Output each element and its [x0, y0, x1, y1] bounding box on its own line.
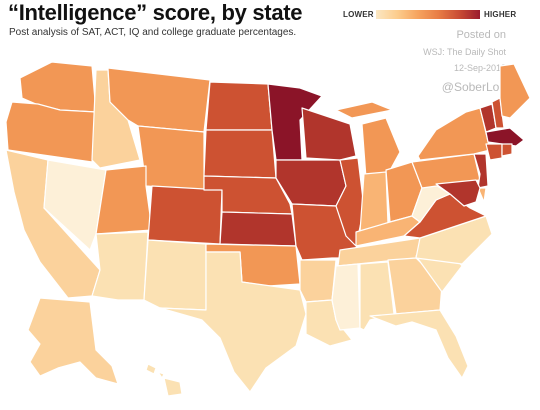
state-ak [27, 297, 119, 385]
state-de [477, 187, 487, 203]
legend-gradient-bar [376, 10, 480, 19]
state-ut [95, 165, 153, 235]
state-wy [137, 125, 205, 191]
legend-high-label: HIGHER [484, 10, 517, 19]
state-nm [143, 239, 207, 311]
state-il [335, 157, 365, 247]
state-nj [473, 153, 489, 189]
state-sd [203, 129, 277, 179]
state-ri [501, 143, 513, 157]
state-nv [43, 159, 107, 251]
state-md [435, 179, 481, 207]
state-ct [485, 143, 503, 161]
state-in [359, 171, 389, 233]
state-hi [145, 363, 183, 397]
state-mn [267, 83, 323, 161]
state-fl [369, 309, 469, 379]
state-wi [301, 107, 357, 161]
state-co [147, 185, 223, 245]
state-tx [159, 251, 307, 393]
map-subtitle: Post analysis of SAT, ACT, IQ and colleg… [9, 27, 297, 38]
watermark-source: WSJ: The Daily Shot [423, 47, 506, 57]
state-ks [219, 211, 297, 247]
state-az [91, 231, 149, 301]
state-ar [299, 259, 337, 303]
watermark-posted-on: Posted on [456, 29, 506, 41]
state-ms [331, 263, 361, 331]
watermark-handle: @SoberLook [441, 80, 512, 94]
legend-low-label: LOWER [343, 10, 374, 19]
state-mi [335, 101, 401, 179]
state-ma [485, 127, 525, 147]
state-nd [205, 81, 273, 131]
map-title: “Intelligence” score, by state [8, 0, 303, 25]
watermark-date: 12-Sep-2018 [453, 63, 506, 73]
state-ny [417, 107, 491, 161]
state-me [499, 63, 531, 119]
color-legend: LOWER HIGHER [343, 9, 533, 21]
